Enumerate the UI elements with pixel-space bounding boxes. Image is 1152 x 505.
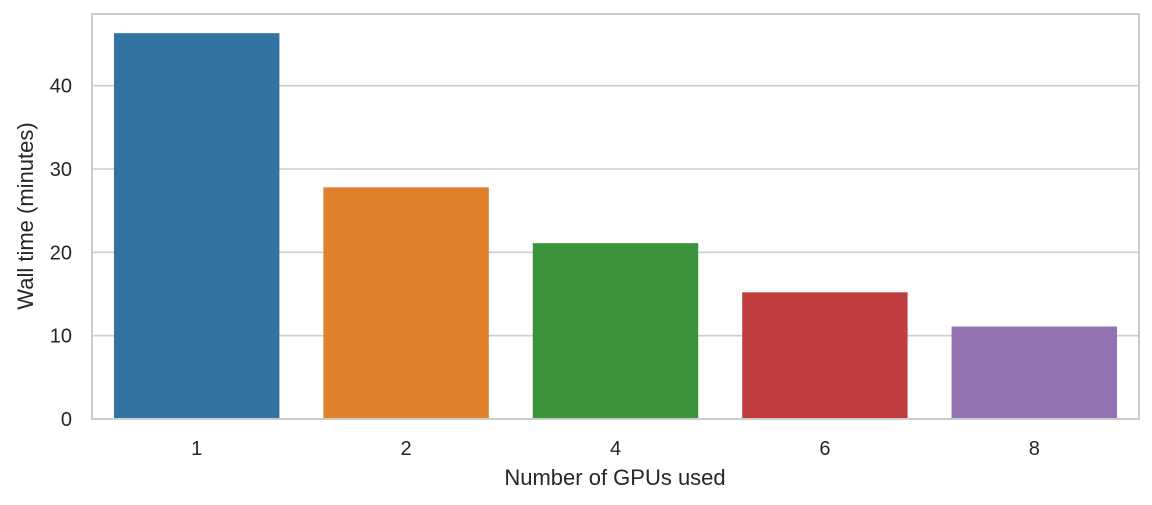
- y-tick-label: 40: [50, 76, 72, 98]
- bar-gpus-1: [113, 33, 280, 420]
- y-axis-label: Wall time (minutes): [13, 122, 38, 309]
- plot-frame: [91, 13, 1140, 420]
- x-tick-labels: 1 2 4 6 8: [191, 438, 1040, 460]
- x-tick-label: 2: [401, 438, 412, 460]
- bar-gpus-8: [951, 326, 1118, 419]
- x-axis-label: Number of GPUs used: [504, 465, 725, 490]
- bar-gpus-6: [742, 292, 908, 419]
- y-tick-label: 20: [50, 242, 72, 264]
- x-tick-label: 4: [610, 438, 621, 460]
- x-tick-label: 8: [1029, 438, 1040, 460]
- x-tick-label: 1: [191, 438, 202, 460]
- bars: [113, 33, 1118, 420]
- y-tick-label: 30: [50, 159, 72, 181]
- y-tick-label: 0: [61, 409, 72, 431]
- y-tick-label: 10: [50, 326, 72, 348]
- y-tick-labels: 0 10 20 30 40: [50, 76, 72, 431]
- x-tick-label: 6: [819, 438, 830, 460]
- bar-gpus-4: [532, 243, 699, 419]
- bar-gpus-2: [323, 187, 489, 419]
